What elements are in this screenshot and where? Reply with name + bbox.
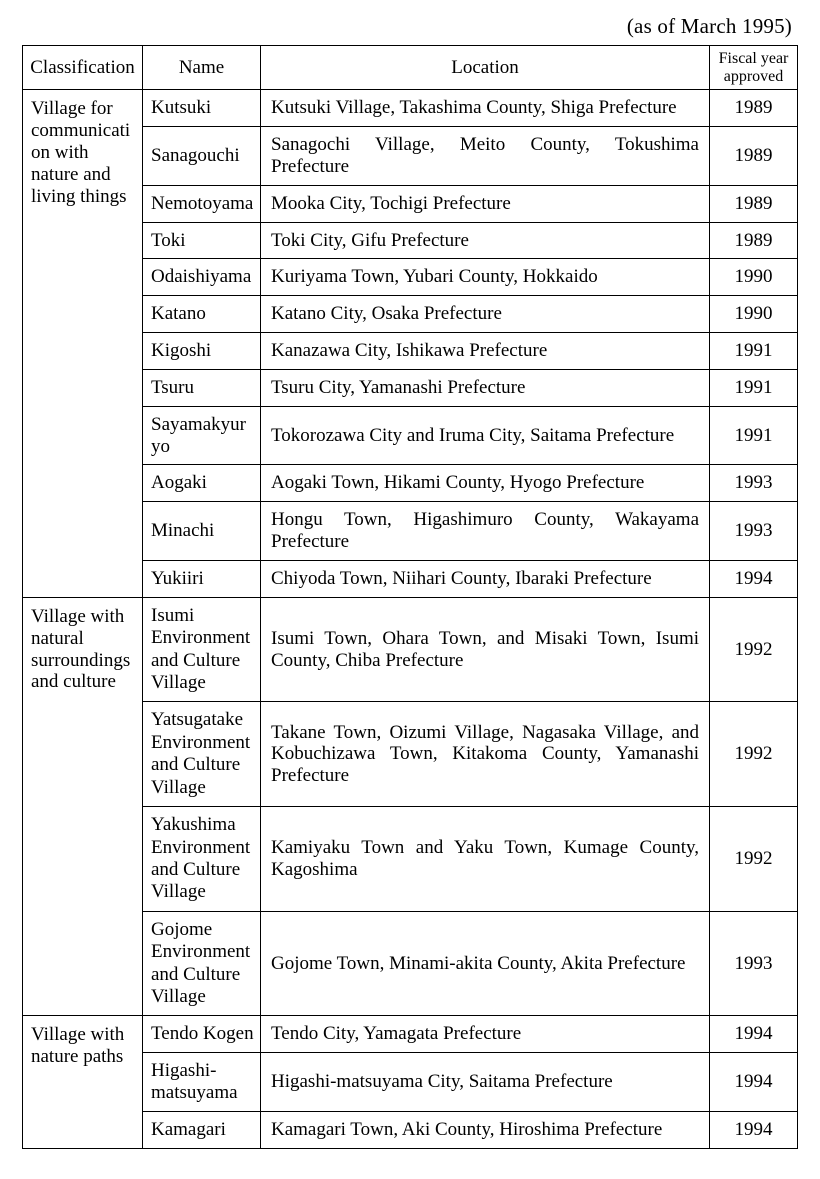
name-cell: Higashi-matsuyama [143, 1053, 261, 1112]
location-cell: Kuriyama Town, Yubari County, Hokkaido [261, 259, 710, 296]
name-cell: Nemotoyama [143, 185, 261, 222]
table-row: Village with nature paths Tendo Kogen Te… [23, 1016, 798, 1053]
year-cell: 1990 [710, 259, 798, 296]
villages-table: Classification Name Location Fiscal year… [22, 45, 798, 1149]
year-cell: 1989 [710, 90, 798, 127]
year-cell: 1994 [710, 1016, 798, 1053]
year-cell: 1992 [710, 702, 798, 807]
year-cell: 1993 [710, 911, 798, 1016]
name-cell: Kamagari [143, 1111, 261, 1148]
location-cell: Aogaki Town, Hikami County, Hyogo Prefec… [261, 465, 710, 502]
name-cell: Kigoshi [143, 333, 261, 370]
name-cell: Toki [143, 222, 261, 259]
location-cell: Toki City, Gifu Prefecture [261, 222, 710, 259]
year-cell: 1994 [710, 561, 798, 598]
year-cell: 1992 [710, 807, 798, 912]
location-cell: Tsuru City, Yamanashi Prefecture [261, 369, 710, 406]
name-cell: Yatsugatake Environment and Culture Vill… [143, 702, 261, 807]
location-cell: Kutsuki Village, Takashima County, Shiga… [261, 90, 710, 127]
location-cell: Gojome Town, Minami-akita County, Akita … [261, 911, 710, 1016]
name-cell: Gojome Environment and Culture Village [143, 911, 261, 1016]
location-cell: Kamagari Town, Aki County, Hiroshima Pre… [261, 1111, 710, 1148]
location-cell: Mooka City, Tochigi Prefecture [261, 185, 710, 222]
year-cell: 1989 [710, 127, 798, 186]
year-cell: 1994 [710, 1111, 798, 1148]
year-cell: 1991 [710, 369, 798, 406]
year-cell: 1989 [710, 222, 798, 259]
location-cell: Kanazawa City, Ishikawa Prefecture [261, 333, 710, 370]
page: (as of March 1995) Classification Name L… [0, 0, 820, 1179]
location-cell: Takane Town, Oizumi Village, Nagasaka Vi… [261, 702, 710, 807]
name-cell: Katano [143, 296, 261, 333]
table-row: Village for communication with nature an… [23, 90, 798, 127]
year-cell: 1994 [710, 1053, 798, 1112]
location-cell: Hongu Town, Higashimuro County, Wakayama… [261, 502, 710, 561]
name-cell: Isumi Environment and Culture Village [143, 597, 261, 702]
name-cell: Odaishiyama [143, 259, 261, 296]
classification-cell: Village with nature paths [23, 1016, 143, 1148]
location-cell: Isumi Town, Ohara Town, and Misaki Town,… [261, 597, 710, 702]
year-cell: 1991 [710, 333, 798, 370]
name-cell: Kutsuki [143, 90, 261, 127]
year-cell: 1990 [710, 296, 798, 333]
location-cell: Kamiyaku Town and Yaku Town, Kumage Coun… [261, 807, 710, 912]
name-cell: Aogaki [143, 465, 261, 502]
name-cell: Tendo Kogen [143, 1016, 261, 1053]
name-cell: Sanagouchi [143, 127, 261, 186]
col-header-location: Location [261, 46, 710, 90]
location-cell: Tendo City, Yamagata Prefecture [261, 1016, 710, 1053]
table-header-row: Classification Name Location Fiscal year… [23, 46, 798, 90]
table-row: Village with natural surroundings and cu… [23, 597, 798, 702]
col-header-fiscal-year: Fiscal year approved [710, 46, 798, 90]
location-cell: Sanagochi Village, Meito County, Tokushi… [261, 127, 710, 186]
year-cell: 1991 [710, 406, 798, 465]
year-cell: 1989 [710, 185, 798, 222]
col-header-name: Name [143, 46, 261, 90]
location-cell: Tokorozawa City and Iruma City, Saitama … [261, 406, 710, 465]
location-cell: Chiyoda Town, Niihari County, Ibaraki Pr… [261, 561, 710, 598]
name-cell: Sayamakyuryo [143, 406, 261, 465]
name-cell: Minachi [143, 502, 261, 561]
location-cell: Katano City, Osaka Prefecture [261, 296, 710, 333]
classification-cell: Village with natural surroundings and cu… [23, 597, 143, 1016]
classification-cell: Village for communication with nature an… [23, 90, 143, 598]
year-cell: 1993 [710, 465, 798, 502]
name-cell: Tsuru [143, 369, 261, 406]
year-cell: 1993 [710, 502, 798, 561]
col-header-classification: Classification [23, 46, 143, 90]
name-cell: Yukiiri [143, 561, 261, 598]
location-cell: Higashi-matsuyama City, Saitama Prefectu… [261, 1053, 710, 1112]
year-cell: 1992 [710, 597, 798, 702]
name-cell: Yakushima Environment and Culture Villag… [143, 807, 261, 912]
caption-as-of: (as of March 1995) [22, 14, 792, 39]
